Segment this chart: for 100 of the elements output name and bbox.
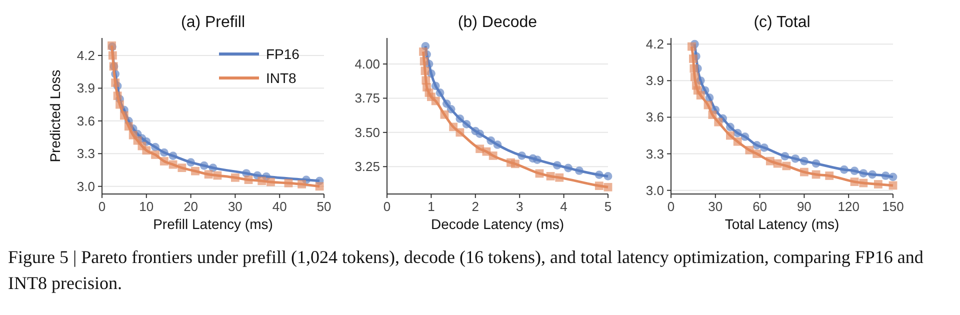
point <box>800 156 808 166</box>
point <box>874 180 882 188</box>
y-tick-label: 3.6 <box>646 110 664 125</box>
x-tick-label: 60 <box>752 199 768 214</box>
point <box>493 140 502 149</box>
point <box>151 142 160 152</box>
y-tick-label: 3.9 <box>76 80 95 96</box>
point <box>116 100 124 109</box>
point <box>151 150 160 159</box>
point <box>552 161 562 170</box>
point <box>604 172 612 180</box>
x-tick-label: 2 <box>472 199 480 214</box>
y-tick-label: 4.2 <box>76 48 95 63</box>
x-tick-label: 120 <box>838 199 860 214</box>
point <box>113 92 122 100</box>
point <box>812 159 820 168</box>
point <box>510 160 520 168</box>
x-tick-label: 40 <box>272 199 287 214</box>
x-tick-label: 50 <box>316 199 332 214</box>
chart-title: (b) Decode <box>458 14 538 31</box>
caption: Figure 5 | Pareto frontiers under prefill (1,024 tokens), decode (16 tokens), and total latency optimization, comparing FP16 and INT8 precision. <box>8 246 924 295</box>
x-tick-label: 30 <box>708 199 723 214</box>
point <box>456 114 464 123</box>
x-axis-title: Decode Latency (ms) <box>430 216 564 232</box>
y-tick-label: 3.3 <box>646 146 664 162</box>
point <box>696 91 705 100</box>
point <box>704 100 712 110</box>
point <box>868 170 876 179</box>
point <box>231 173 240 182</box>
point <box>431 82 440 90</box>
point <box>258 176 266 186</box>
x-axis-title: Prefill Latency (ms) <box>153 216 273 232</box>
y-tick-label: 4.2 <box>646 36 664 52</box>
x-tick-label: 150 <box>882 199 904 214</box>
point <box>604 182 612 192</box>
point <box>419 47 428 56</box>
y-tick-label: 4.00 <box>354 56 380 72</box>
point <box>431 96 440 106</box>
chart-title: (a) Prefill <box>180 14 246 31</box>
point <box>726 122 734 132</box>
y-tick-label: 3.25 <box>354 159 380 174</box>
x-tick-label: 10 <box>139 199 154 214</box>
point <box>486 136 496 145</box>
point <box>284 178 293 188</box>
point <box>178 164 186 172</box>
point <box>111 78 120 87</box>
y-tick-label: 3.0 <box>646 182 664 198</box>
point <box>714 118 723 126</box>
point <box>689 54 698 63</box>
point <box>840 165 848 174</box>
point <box>420 57 428 66</box>
point <box>859 169 868 178</box>
point <box>555 173 564 182</box>
y-tick-label: 3.75 <box>354 90 380 106</box>
point <box>160 157 168 166</box>
x-tick-label: 0 <box>383 199 391 214</box>
x-tick-label: 1 <box>428 199 435 214</box>
point <box>782 162 791 170</box>
point <box>535 169 544 178</box>
point <box>766 156 774 166</box>
point <box>168 160 178 169</box>
point <box>740 132 750 141</box>
point <box>456 128 464 137</box>
point <box>420 66 430 76</box>
point <box>708 110 717 119</box>
point <box>315 182 324 191</box>
point <box>752 150 762 158</box>
point <box>244 176 253 184</box>
x-tick-label: 0 <box>667 199 675 214</box>
point <box>594 182 604 190</box>
point <box>594 170 604 180</box>
point <box>546 172 555 180</box>
point <box>800 168 808 176</box>
point <box>690 64 698 73</box>
point <box>773 159 782 168</box>
x-tick-label: 4 <box>560 199 568 214</box>
point <box>733 137 742 146</box>
point <box>791 154 800 163</box>
point <box>446 104 456 114</box>
y-tick-label: 3.3 <box>76 146 95 162</box>
point <box>888 181 898 190</box>
y-tick-label: 3.9 <box>646 73 664 88</box>
point <box>825 172 834 180</box>
point <box>476 130 484 138</box>
point <box>850 166 859 176</box>
point <box>888 172 898 182</box>
x-tick-label: 20 <box>184 199 198 214</box>
y-tick-label: 3.6 <box>76 113 95 128</box>
point <box>859 178 868 188</box>
point <box>124 122 133 131</box>
point <box>204 170 213 179</box>
y-axis-title: Predicted Loss <box>47 70 63 162</box>
point <box>440 110 449 119</box>
point <box>733 128 742 138</box>
point <box>812 170 820 179</box>
point <box>726 131 734 140</box>
x-tick-label: 90 <box>796 199 812 214</box>
x-tick-label: 3 <box>516 199 524 214</box>
point <box>449 122 458 132</box>
point <box>564 164 572 172</box>
